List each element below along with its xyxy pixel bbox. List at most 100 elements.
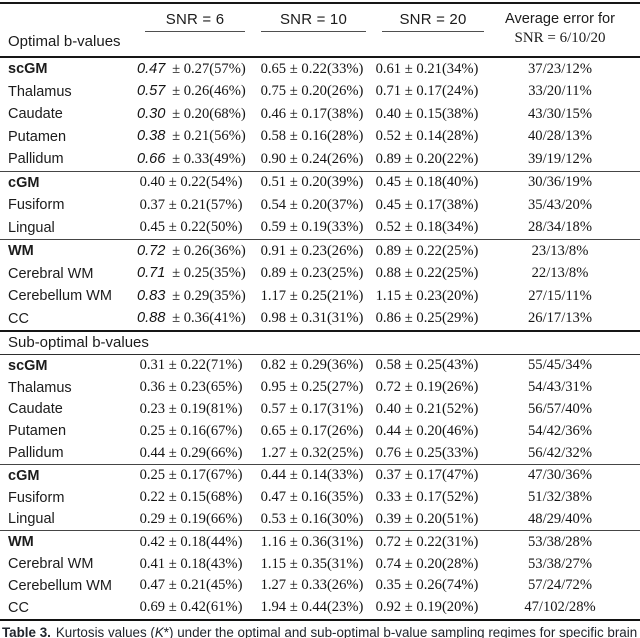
cell-snr10: 0.75 ± 0.20(26%) [260,83,364,100]
cell-snr6: 0.38 ± 0.21(56%) [137,128,253,145]
cell-snr20: 0.45 ± 0.18(40%) [375,174,479,191]
snr6-std-value: ± 0.19(66%) [168,510,243,527]
snr6-std-value: ± 0.27(57%) [172,60,246,77]
snr6-mean-value: 0.25 [139,422,166,439]
cell-snr20: 0.92 ± 0.19(20%) [375,599,479,616]
table-row: Lingual 0.29 ± 0.19(66%) 0.53 ± 0.16(30%) 0… [0,509,640,531]
region-label: CC [8,310,29,327]
caption-kurtosis-symbol: K [154,624,164,638]
table-caption: Table 3. Kurtosis values (K*) under the o… [0,624,640,638]
column-header-snr10: SNR = 10 [253,4,374,56]
table-row: WM 0.72 ± 0.26(36%) 0.91 ± 0.23(26%) 0.89 ±… [0,240,640,263]
cell-snr10: 0.82 ± 0.29(36%) [260,357,364,374]
column-rule-snr10 [261,31,366,32]
cell-snr6: 0.30 ± 0.20(68%) [137,106,253,123]
snr6-std-value: ± 0.22(50%) [168,219,243,236]
region-label: Cerebral WM [8,265,94,282]
region-label: scGM [8,61,48,78]
cell-snr6: 0.25 ± 0.16(67%) [137,423,253,440]
snr6-mean-value: 0.88 [137,310,166,327]
table-row: WM 0.42 ± 0.18(44%) 1.16 ± 0.36(31%) 0.72 ±… [0,531,640,553]
table-row: Thalamus 0.36 ± 0.23(65%) 0.95 ± 0.25(27%)… [0,377,640,399]
snr6-mean-value: 0.45 [139,219,166,236]
cell-snr6: 0.29 ± 0.19(66%) [137,511,253,528]
region-label: Lingual [8,511,55,528]
cell-snr6: 0.42 ± 0.18(44%) [137,534,253,551]
snr6-mean-value: 0.66 [137,150,166,167]
cell-average-error: 22/13/8% [531,265,589,282]
row-group: WM 0.42 ± 0.18(44%) 1.16 ± 0.36(31%) 0.72 ±… [0,530,640,618]
cell-snr10: 0.89 ± 0.23(25%) [260,265,364,282]
section-sub-optimal: Sub-optimal b-values scGM 0.31 ± 0.22(71%)… [0,330,640,619]
snr6-std-value: ± 0.20(68%) [172,105,246,122]
cell-snr6: 0.37 ± 0.21(57%) [137,197,253,214]
table-row: Lingual 0.45 ± 0.22(50%) 0.59 ± 0.19(33%) 0… [0,217,640,240]
region-label: Thalamus [8,379,72,396]
table-row: Fusiform 0.22 ± 0.15(68%) 0.47 ± 0.16(35%)… [0,487,640,509]
cell-average-error: 33/20/11% [528,83,592,100]
section-optimal: scGM 0.47 ± 0.27(57%) 0.65 ± 0.22(33%) 0.61… [0,58,640,330]
table-row: Cerebral WM 0.71 ± 0.25(35%) 0.89 ± 0.23(2… [0,263,640,286]
cell-snr20: 0.35 ± 0.26(74%) [375,577,479,594]
cell-average-error: 53/38/28% [527,533,593,550]
snr6-std-value: ± 0.29(35%) [172,287,246,304]
row-group: cGM 0.40 ± 0.22(54%) 0.51 ± 0.20(39%) 0.45 … [0,170,640,240]
cell-snr10: 1.16 ± 0.36(31%) [260,533,364,550]
snr6-mean-value: 0.29 [139,510,166,527]
cell-average-error: 37/23/12% [527,60,593,77]
row-group: scGM 0.31 ± 0.22(71%) 0.82 ± 0.29(36%) 0.58… [0,355,640,464]
snr6-mean-value: 0.37 [139,196,166,213]
cell-snr10: 0.58 ± 0.16(28%) [260,128,364,145]
row-group: WM 0.72 ± 0.26(36%) 0.91 ± 0.23(26%) 0.89 ±… [0,239,640,330]
cell-snr20: 0.72 ± 0.19(26%) [375,379,479,396]
region-label: Putamen [8,128,67,145]
region-label: Cerebral WM [8,556,94,573]
cell-snr20: 0.58 ± 0.25(43%) [375,357,479,374]
cell-average-error: 57/24/72% [527,577,593,594]
snr6-std-value: ± 0.26(46%) [172,83,246,100]
table-row: Cerebellum WM 0.47 ± 0.21(45%) 1.27 ± 0.33… [0,575,640,597]
cell-snr6: 0.88 ± 0.36(41%) [137,310,253,327]
table-row: scGM 0.31 ± 0.22(71%) 0.82 ± 0.29(36%) 0.58… [0,355,640,377]
cell-average-error: 23/13/8% [531,242,589,259]
snr6-mean-value: 0.23 [139,400,166,417]
cell-snr20: 0.88 ± 0.22(25%) [375,265,479,282]
table-row: CC 0.69 ± 0.42(61%) 1.94 ± 0.44(23%) 0.92 ±… [0,597,640,619]
cell-snr20: 0.86 ± 0.25(29%) [375,310,479,327]
region-label: Caudate [8,401,63,418]
cell-snr6: 0.25 ± 0.17(67%) [137,467,253,484]
cell-average-error: 35/43/20% [527,196,593,213]
table-body: scGM 0.47 ± 0.27(57%) 0.65 ± 0.22(33%) 0.61… [0,58,640,621]
cell-snr10: 0.65 ± 0.17(26%) [260,422,364,439]
snr6-mean-value: 0.36 [139,379,166,396]
table-row: Putamen 0.38 ± 0.21(56%) 0.58 ± 0.16(28%) 0… [0,126,640,149]
region-label: Pallidum [8,445,64,462]
snr6-std-value: ± 0.18(44%) [168,533,243,550]
cell-snr20: 0.52 ± 0.18(34%) [375,219,479,236]
snr6-mean-value: 0.40 [139,174,166,191]
table-row: Thalamus 0.57 ± 0.26(46%) 0.75 ± 0.20(26%)… [0,81,640,104]
column-rule-snr20 [382,31,484,32]
cell-average-error: 47/30/36% [527,467,593,484]
cell-snr10: 1.27 ± 0.33(26%) [260,577,364,594]
snr6-mean-value: 0.31 [139,357,166,374]
cell-snr20: 0.40 ± 0.21(52%) [375,400,479,417]
region-label: Pallidum [8,151,64,168]
cell-snr20: 0.37 ± 0.17(47%) [375,467,479,484]
table-row: Fusiform 0.37 ± 0.21(57%) 0.54 ± 0.20(37%)… [0,194,640,217]
cell-snr10: 1.27 ± 0.32(25%) [260,444,364,461]
snr6-std-value: ± 0.19(81%) [168,400,243,417]
cell-snr20: 0.39 ± 0.20(51%) [375,510,479,527]
snr6-std-value: ± 0.21(45%) [168,577,243,594]
cell-average-error: 27/15/11% [528,287,592,304]
snr6-mean-value: 0.44 [139,444,166,461]
table-row: Pallidum 0.66 ± 0.33(49%) 0.90 ± 0.24(26%)… [0,148,640,171]
snr6-mean-value: 0.83 [137,287,166,304]
cell-snr6: 0.41 ± 0.18(43%) [137,556,253,573]
cell-average-error: 28/34/18% [527,219,593,236]
snr6-std-value: ± 0.42(61%) [168,599,243,616]
region-label: Caudate [8,106,63,123]
caption-text-pre: Kurtosis values ( [55,624,155,638]
snr6-std-value: ± 0.22(54%) [168,174,243,191]
cell-snr10: 0.91 ± 0.23(26%) [260,242,364,259]
